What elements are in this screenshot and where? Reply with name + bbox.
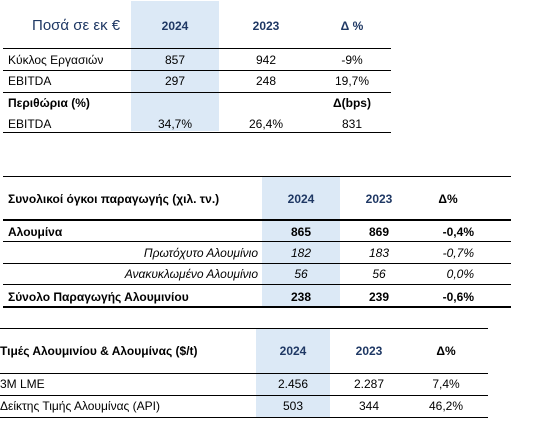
column-2023-header: 2023 (355, 344, 383, 358)
cell-2024: 865 (290, 225, 312, 239)
cell-2023: 239 (368, 290, 390, 304)
amounts-header-label: Ποσά σε εκ € (32, 17, 121, 34)
header-divider (3, 48, 391, 49)
column-change-header: Δ% (438, 192, 458, 206)
table-bottom-rule (3, 306, 511, 308)
header-divider (3, 219, 511, 221)
cell-change: 7,4% (432, 377, 460, 391)
row-label: Ανακυκλωμένο Αλουμίνιο (124, 267, 258, 281)
cell-2023: 183 (368, 246, 390, 260)
row-label: Κύκλος Εργασιών (8, 53, 104, 67)
cell-2024: 297 (164, 74, 186, 88)
row-divider (3, 284, 511, 285)
cell-change: -0,4% (442, 225, 474, 239)
cell-change: -0,7% (442, 246, 474, 260)
row-label: EBITDA (8, 117, 52, 131)
row-label: Δείκτης Τιμής Αλουμίνας (API) (0, 399, 160, 413)
cell-change: 19,7% (334, 74, 370, 88)
row-label: 3M LME (0, 377, 45, 391)
cell-2024: 182 (290, 246, 312, 260)
row-divider (3, 241, 511, 242)
cell-2024: 34,7% (157, 117, 193, 131)
header-divider (0, 373, 488, 374)
column-2024-header: 2024 (287, 192, 315, 206)
bps-subheader: Δ(bps) (333, 96, 371, 110)
cell-change: -0,6% (442, 290, 474, 304)
cell-2023: 942 (255, 53, 277, 67)
cell-2024: 238 (290, 290, 312, 304)
volumes-header-label: Συνολικοί όγκοι παραγωγής (χιλ. τν.) (8, 192, 220, 206)
cell-change: -9% (341, 53, 363, 67)
row-divider (3, 92, 391, 93)
column-2023-header: 2023 (365, 192, 393, 206)
cell-2023: 344 (358, 399, 380, 413)
row-label: EBITDA (8, 74, 52, 88)
cell-2024: 857 (164, 53, 186, 67)
prices-header-label: Τιμές Αλουμινίου & Αλουμίνας ($/t) (0, 344, 198, 358)
column-change-header: Δ% (436, 344, 456, 358)
year-2024-column-highlight (131, 1, 219, 131)
row-label: Αλουμίνα (8, 225, 63, 239)
cell-change: 46,2% (428, 399, 464, 413)
cell-2024: 56 (294, 267, 308, 281)
table-top-rule (3, 176, 511, 177)
column-2024-header: 2024 (161, 19, 189, 33)
cell-2024: 2.456 (277, 377, 309, 391)
row-divider (0, 395, 488, 396)
table-bottom-rule (3, 132, 391, 133)
row-divider (3, 263, 511, 264)
cell-change: 0,0% (446, 267, 474, 281)
row-label: Πρωτόχυτο Αλουμίνιο (143, 246, 258, 260)
column-2023-header: 2023 (252, 19, 280, 33)
row-divider (3, 70, 391, 71)
cell-2023: 2.287 (353, 377, 385, 391)
cell-2023: 26,4% (248, 117, 284, 131)
table-bottom-rule (0, 417, 488, 418)
margins-subheader: Περιθώρια (%) (8, 96, 90, 110)
column-change-header: Δ % (340, 19, 364, 33)
cell-2024: 503 (282, 399, 304, 413)
column-2024-header: 2024 (279, 344, 307, 358)
cell-2023: 869 (368, 225, 390, 239)
cell-change: 831 (341, 117, 363, 131)
cell-2023: 56 (372, 267, 386, 281)
cell-2023: 248 (255, 74, 277, 88)
table-top-rule (0, 328, 488, 329)
row-label: Σύνολο Παραγωγής Αλουμινίου (8, 290, 189, 304)
